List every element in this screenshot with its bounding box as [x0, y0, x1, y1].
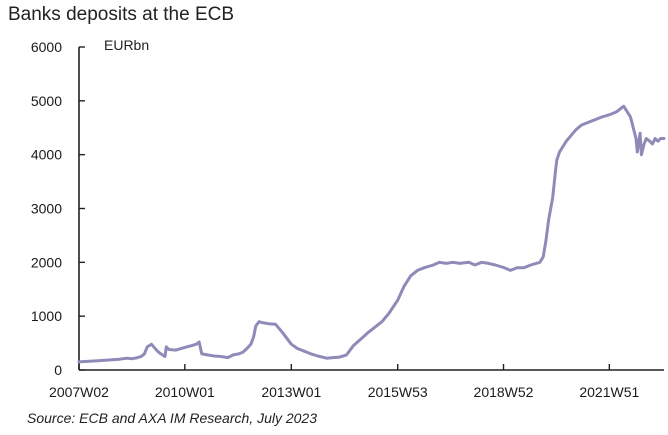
y-axis-ticks: 0 1000 2000 3000 4000 5000 6000: [31, 39, 85, 378]
chart-title: Banks deposits at the ECB: [8, 4, 235, 25]
source-note: Source: ECB and AXA IM Research, July 20…: [27, 410, 317, 426]
x-tick-label: 2010W01: [155, 384, 215, 400]
deposits-line: [77, 104, 666, 364]
y-tick-label: 0: [54, 362, 62, 378]
x-tick-label: 2021W51: [579, 384, 639, 400]
y-tick-label: 3000: [31, 201, 62, 217]
y-tick-label: 5000: [31, 93, 62, 109]
y-tick-label: 2000: [31, 254, 62, 270]
y-tick-label: 1000: [31, 308, 62, 324]
y-tick-label: 6000: [31, 39, 62, 55]
x-axis-ticks: 2007W02 2010W01 2013W01 2015W53 2018W52 2021W…: [49, 364, 640, 400]
x-tick-label: 2013W01: [261, 384, 321, 400]
series-group: [77, 104, 666, 364]
unit-label: EURbn: [104, 37, 150, 53]
x-tick-label: 2018W52: [474, 384, 534, 400]
x-tick-label: 2007W02: [49, 384, 109, 400]
y-tick-label: 4000: [31, 147, 62, 163]
chart-axes: [78, 47, 664, 371]
x-tick-label: 2015W53: [368, 384, 428, 400]
